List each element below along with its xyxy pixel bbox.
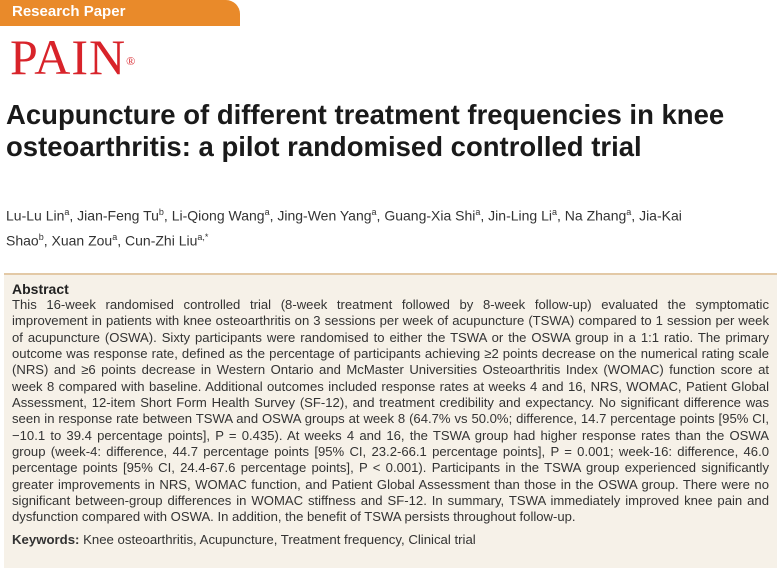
abstract-box: Abstract This 16-week randomised control… — [4, 273, 777, 568]
author-affiliation: a — [264, 207, 270, 217]
journal-name: PAIN — [10, 29, 127, 85]
author-name: Lu-Lu Lin — [6, 207, 65, 224]
author-name: , Xuan Zou — [43, 232, 113, 249]
article-title: Acupuncture of different treatment frequ… — [6, 99, 725, 162]
author-name: , Li-Qiong Wang — [163, 207, 265, 224]
keywords: Keywords: Knee osteoarthritis, Acupunctu… — [12, 532, 769, 547]
abstract-body: This 16-week randomised controlled trial… — [12, 297, 769, 525]
author-name: , Cun-Zhi Liu — [117, 232, 198, 249]
author-affiliation: a — [475, 207, 481, 217]
author-affiliation: a,* — [197, 231, 209, 242]
author-affiliation: a — [64, 207, 70, 217]
author-affiliation: a — [552, 207, 558, 217]
author-name: , Jing-Wen Yang — [269, 207, 372, 224]
keywords-label: Keywords: — [12, 531, 80, 547]
author-name: , Guang-Xia Shi — [376, 207, 476, 224]
keywords-text: Knee osteoarthritis, Acupuncture, Treatm… — [83, 531, 476, 547]
author-affiliation: a — [626, 207, 632, 217]
author-affiliation: a — [371, 207, 377, 217]
author-list: Lu-Lu Lina, Jian-Feng Tub, Li-Qiong Wang… — [6, 202, 726, 251]
author-name: , Jin-Ling Li — [480, 207, 552, 224]
journal-logo: PAIN® — [10, 32, 136, 82]
author-name: , Na Zhang — [557, 207, 627, 224]
author-name: , Jia-Kai Shao — [6, 207, 682, 249]
author-affiliation: a — [112, 231, 118, 242]
section-tag: Research Paper — [0, 0, 240, 26]
author-affiliation: b — [158, 207, 164, 217]
author-affiliation: b — [38, 231, 44, 242]
author-name: , Jian-Feng Tu — [69, 207, 159, 224]
abstract-heading: Abstract — [12, 281, 69, 297]
registered-mark: ® — [126, 54, 137, 68]
